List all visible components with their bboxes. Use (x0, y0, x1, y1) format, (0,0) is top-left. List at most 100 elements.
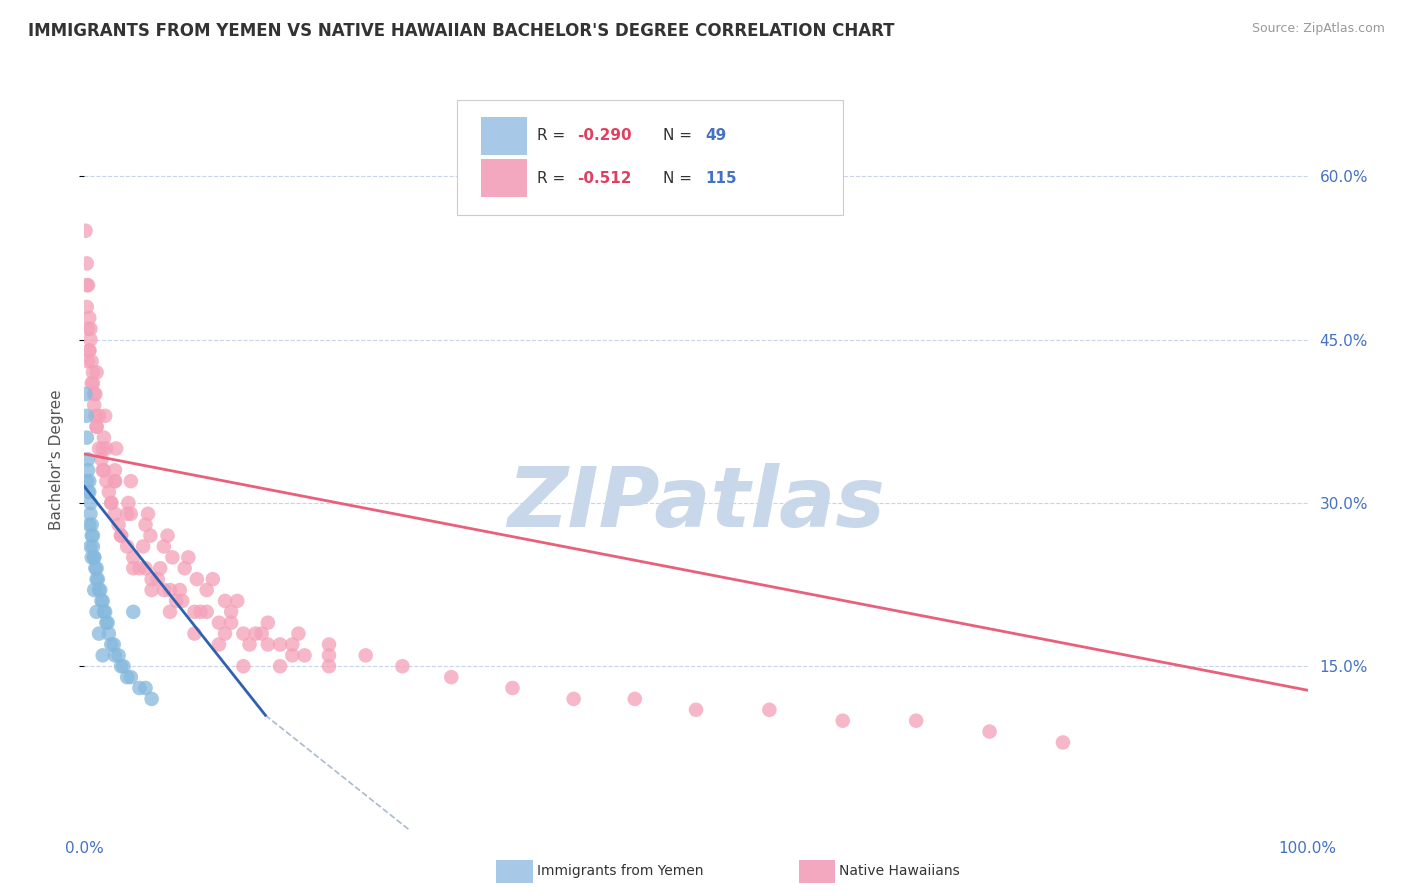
Point (128, 681, 150, 695)
Point (77, 343, 100, 358)
Point (96, 615, 118, 630)
Point (195, 605, 218, 619)
Point (104, 463, 127, 477)
Point (87, 442, 110, 456)
Point (84, 561, 107, 575)
Point (122, 605, 145, 619)
Point (173, 561, 195, 575)
Point (86, 572, 108, 586)
Point (135, 517, 157, 532)
Point (153, 582, 176, 597)
Point (83, 550, 105, 565)
Point (82, 540, 104, 554)
Point (122, 561, 145, 575)
Point (97, 615, 120, 630)
Point (120, 670, 142, 684)
Point (75, 387, 97, 401)
Point (79, 322, 101, 336)
Point (201, 572, 224, 586)
Point (80, 354, 103, 368)
Point (86, 605, 108, 619)
Point (141, 692, 163, 706)
Point (75, 224, 97, 238)
Point (80, 550, 103, 565)
Point (208, 637, 231, 651)
Point (79, 496, 101, 510)
Point (112, 659, 135, 673)
Point (91, 442, 114, 456)
Point (91, 594, 114, 608)
Point (226, 594, 249, 608)
Text: -0.512: -0.512 (578, 170, 631, 186)
Point (83, 387, 105, 401)
Point (979, 724, 1001, 739)
Point (110, 659, 132, 673)
Point (104, 474, 127, 488)
Point (183, 605, 205, 619)
Point (141, 572, 163, 586)
Point (354, 648, 377, 663)
Point (177, 550, 200, 565)
Point (76, 256, 98, 270)
Point (93, 431, 115, 445)
Point (77, 343, 100, 358)
Text: N =: N = (664, 170, 697, 186)
Text: Immigrants from Yemen: Immigrants from Yemen (537, 864, 703, 879)
Point (103, 637, 125, 651)
Point (146, 572, 169, 586)
Point (440, 670, 463, 684)
Point (132, 540, 155, 554)
Point (79, 333, 101, 347)
Point (128, 561, 150, 575)
Point (169, 582, 191, 597)
Point (91, 648, 114, 663)
Point (245, 626, 267, 640)
Point (76, 409, 98, 423)
Point (190, 605, 212, 619)
Point (82, 376, 104, 391)
Point (94, 409, 117, 423)
Point (120, 474, 142, 488)
Point (294, 648, 316, 663)
Point (87, 572, 110, 586)
Point (110, 528, 132, 542)
Point (77, 452, 100, 467)
Point (149, 561, 172, 575)
Point (77, 278, 100, 293)
Point (107, 648, 129, 663)
Point (758, 703, 780, 717)
Point (624, 692, 647, 706)
Point (162, 550, 184, 565)
Point (77, 485, 100, 500)
Point (83, 398, 105, 412)
Point (77, 322, 100, 336)
Point (83, 550, 105, 565)
Text: -0.290: -0.290 (578, 128, 631, 144)
Point (905, 714, 928, 728)
Point (831, 714, 853, 728)
Point (287, 626, 309, 640)
Point (238, 637, 260, 651)
Point (76, 300, 98, 314)
Point (219, 605, 242, 619)
Point (110, 528, 132, 542)
Point (257, 615, 280, 630)
Point (232, 626, 254, 640)
Text: 115: 115 (706, 170, 737, 186)
Point (80, 517, 103, 532)
Point (76, 431, 98, 445)
Point (93, 605, 115, 619)
Point (281, 648, 304, 663)
Point (269, 659, 291, 673)
Text: R =: R = (537, 128, 569, 144)
Text: Source: ZipAtlas.com: Source: ZipAtlas.com (1251, 22, 1385, 36)
Point (195, 582, 218, 597)
Point (685, 703, 707, 717)
Point (153, 540, 176, 554)
Text: 49: 49 (706, 128, 727, 144)
FancyBboxPatch shape (481, 159, 527, 197)
Point (269, 637, 291, 651)
Point (77, 485, 100, 500)
Point (100, 496, 122, 510)
Point (96, 442, 118, 456)
